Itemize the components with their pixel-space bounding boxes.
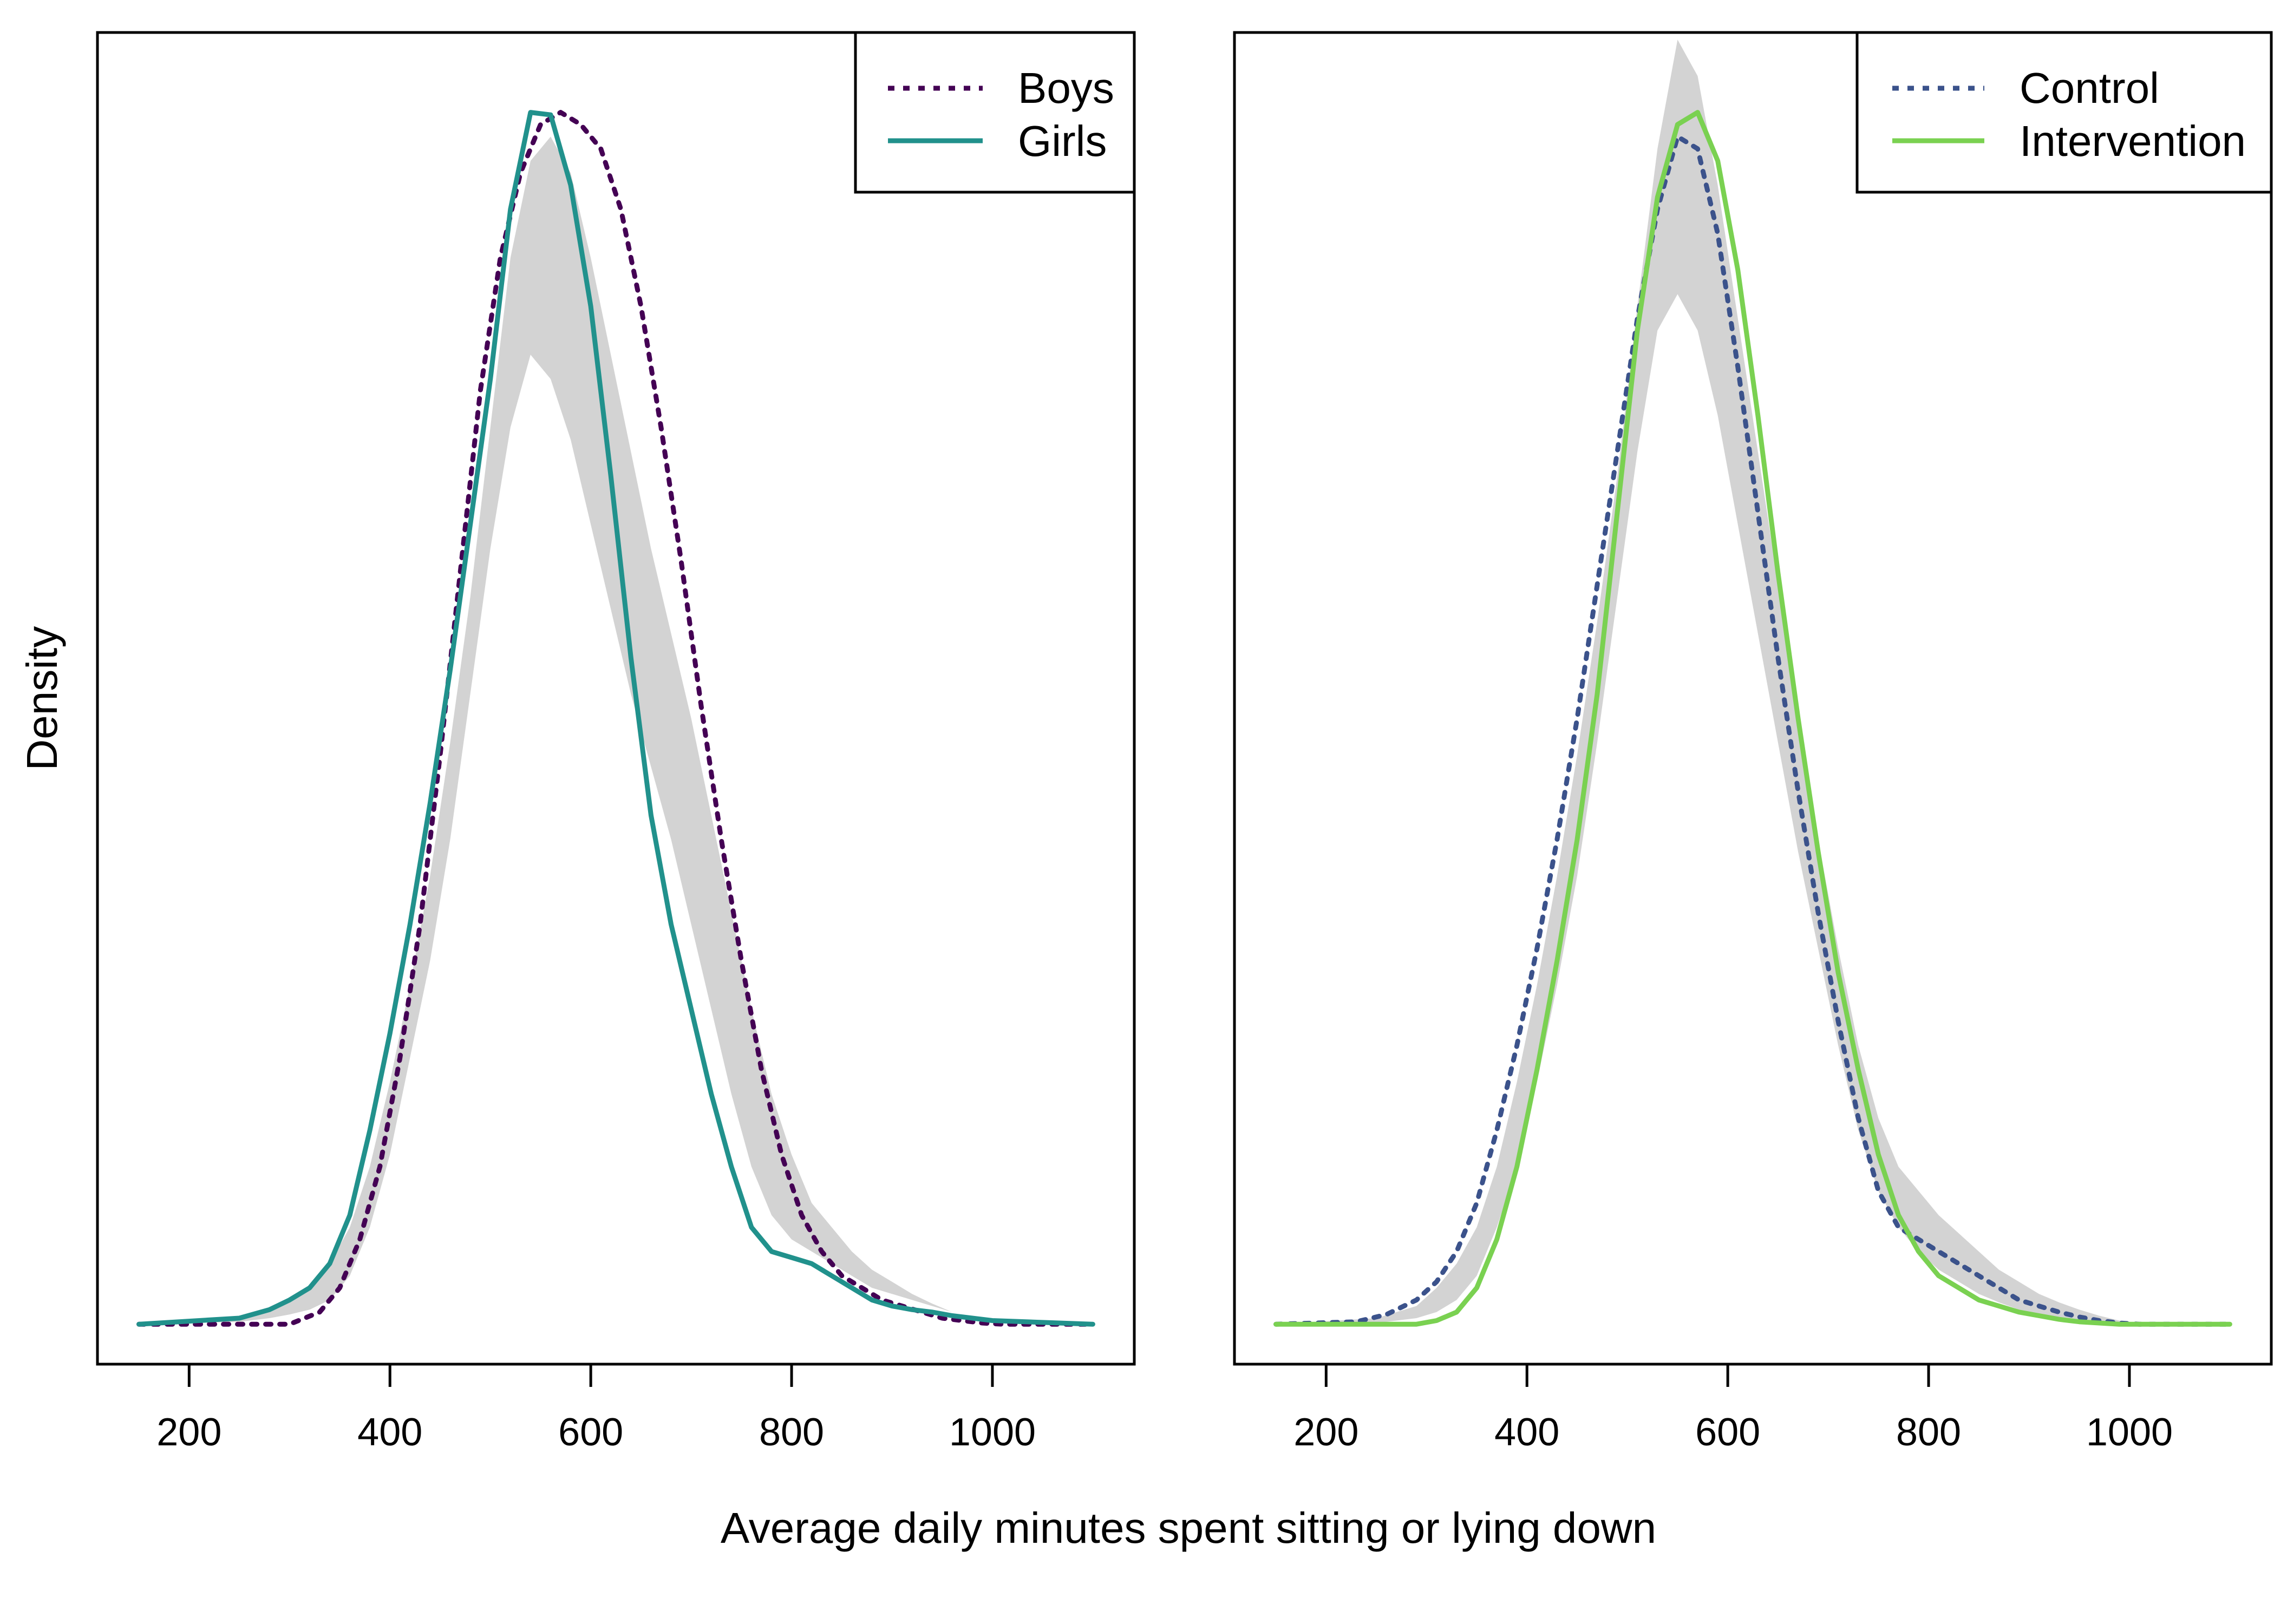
left-x-axis: 200 400 600 800 1000 — [156, 1363, 1036, 1454]
right-plot-frame — [1233, 31, 2273, 1366]
right-confidence-band-layer — [1276, 40, 2230, 1325]
right-confidence-band — [1276, 40, 2230, 1325]
series-line-control — [1273, 134, 2232, 1327]
left-legend-box — [854, 31, 1136, 194]
legend-control-label: Control — [2020, 64, 2159, 112]
left-series-layer — [136, 110, 1095, 1327]
left-x-tick-label-800: 800 — [759, 1411, 824, 1454]
left-confidence-band — [139, 136, 1093, 1325]
series-line-intervention — [1273, 110, 2232, 1327]
left-density-panel: 200 400 600 800 1000 Boys Girls — [96, 31, 1136, 1454]
x-axis-title: Average daily minutes spent sitting or l… — [721, 1504, 1656, 1552]
right-x-tick-label-800: 800 — [1896, 1411, 1961, 1454]
legend-boys-label: Boys — [1018, 64, 1114, 112]
legend-girls-label: Girls — [1018, 117, 1107, 165]
left-legend: Boys Girls — [854, 31, 1136, 194]
left-confidence-band-layer — [139, 136, 1093, 1325]
left-x-tick-label-200: 200 — [156, 1411, 221, 1454]
right-x-tick-label-200: 200 — [1293, 1411, 1358, 1454]
series-line-girls — [136, 110, 1095, 1327]
right-density-panel: 200 400 600 800 1000 Control Intervention — [1233, 31, 2273, 1454]
series-line-boys — [136, 110, 1095, 1327]
right-x-tick-label-1000: 1000 — [2086, 1411, 2173, 1454]
legend-intervention-label: Intervention — [2020, 117, 2246, 165]
right-series-layer — [1273, 110, 2232, 1327]
right-legend: Control Intervention — [1855, 31, 2273, 194]
left-plot-frame — [96, 31, 1136, 1366]
right-legend-box — [1855, 31, 2273, 194]
right-x-tick-label-600: 600 — [1695, 1411, 1760, 1454]
left-x-tick-label-600: 600 — [558, 1411, 623, 1454]
right-x-tick-label-400: 400 — [1494, 1411, 1559, 1454]
right-x-axis: 200 400 600 800 1000 — [1293, 1363, 2173, 1454]
left-x-tick-label-400: 400 — [357, 1411, 422, 1454]
y-axis-title: Density — [18, 626, 66, 771]
left-x-tick-label-1000: 1000 — [949, 1411, 1036, 1454]
